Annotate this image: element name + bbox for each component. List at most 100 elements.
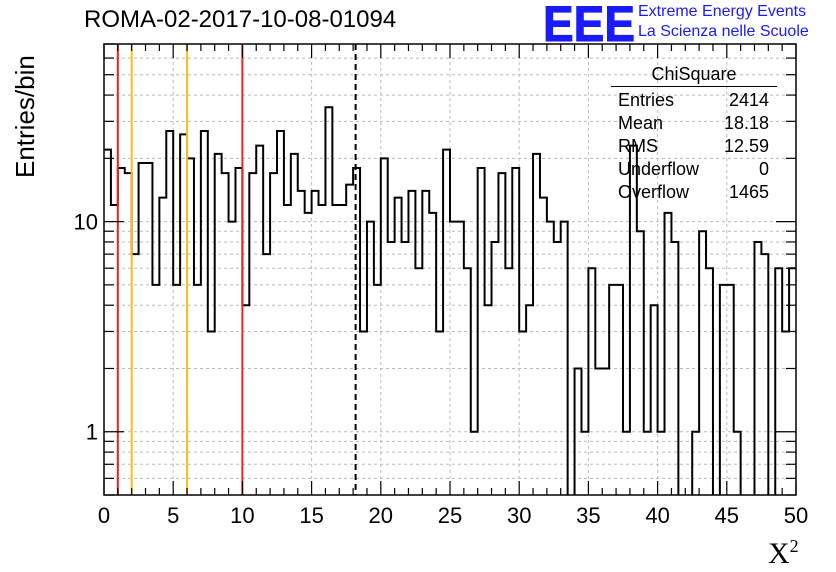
histogram-bin xyxy=(298,191,305,495)
x-tick-label: 40 xyxy=(645,503,669,528)
y-axis-label: Entries/bin xyxy=(10,55,40,178)
histogram-bin xyxy=(734,432,741,495)
histogram-bin xyxy=(415,268,422,495)
stats-row-rms: RMS 12.59 xyxy=(611,135,777,158)
histogram-bin xyxy=(671,242,678,495)
histogram-bin xyxy=(581,432,588,495)
histogram-bin xyxy=(492,242,499,495)
histogram-bin xyxy=(229,222,236,495)
histogram-bin xyxy=(180,134,187,495)
histogram-bin xyxy=(277,131,284,495)
histogram-bin xyxy=(519,331,526,495)
histogram-bin xyxy=(215,154,222,495)
histogram-bin xyxy=(485,305,492,495)
histogram-bin xyxy=(367,222,374,495)
stats-label: Mean xyxy=(618,113,664,133)
plot-title: ROMA-02-2017-10-08-01094 xyxy=(84,6,397,33)
histogram-bin xyxy=(263,254,270,495)
histogram-bin xyxy=(720,285,727,495)
histogram-bin xyxy=(540,198,547,495)
histogram-bin xyxy=(561,222,568,495)
stats-label: Underflow xyxy=(618,159,700,179)
histogram-bin xyxy=(139,163,146,495)
histogram-bin xyxy=(443,150,450,495)
histogram-bin xyxy=(242,305,249,495)
y-tick-label: 1 xyxy=(86,420,98,445)
histogram-bin xyxy=(450,222,457,495)
x-tick-label: 0 xyxy=(98,503,110,528)
stats-row-overflow: Overflow 1465 xyxy=(611,181,777,204)
histogram-bin xyxy=(332,205,339,495)
histogram-bin xyxy=(346,185,353,495)
histogram-bin xyxy=(665,213,672,495)
histogram-bin xyxy=(658,432,665,495)
histogram-bin xyxy=(208,331,215,495)
histogram-bin xyxy=(422,191,429,495)
histogram-bin xyxy=(319,205,326,495)
histogram-bin xyxy=(761,254,768,495)
stats-row-entries: Entries 2414 xyxy=(611,89,777,112)
histogram-bin xyxy=(166,131,173,495)
histogram-bin xyxy=(782,331,789,495)
stats-value: 2414 xyxy=(728,90,769,110)
x-tick-label: 50 xyxy=(784,503,808,528)
histogram-bin xyxy=(512,168,519,495)
stats-label: RMS xyxy=(618,136,658,156)
histogram-bin xyxy=(526,305,533,495)
histogram-bin xyxy=(201,131,208,495)
histogram-bin xyxy=(478,168,485,495)
histogram-bin xyxy=(159,198,166,495)
histogram-bin xyxy=(775,268,782,495)
histogram-bin xyxy=(222,173,229,495)
histogram-bin xyxy=(727,285,734,495)
svg-text:EEE: EEE xyxy=(543,0,635,50)
histogram-bin xyxy=(146,163,153,495)
histogram-bin xyxy=(256,146,263,495)
stats-value: 18.18 xyxy=(723,113,769,133)
histogram-bin xyxy=(651,305,658,495)
histogram-bin xyxy=(436,331,443,495)
stats-row-mean: Mean 18.18 xyxy=(611,112,777,135)
histogram-bin xyxy=(588,268,595,495)
histogram-bin xyxy=(692,432,699,495)
stats-title: ChiSquare xyxy=(611,64,777,87)
histogram-bin xyxy=(471,432,478,495)
x-tick-label: 35 xyxy=(576,503,600,528)
histogram-bin xyxy=(291,154,298,495)
histogram-bin xyxy=(270,173,277,495)
x-tick-label: 5 xyxy=(167,503,179,528)
histogram-bin xyxy=(609,285,616,495)
histogram-bin xyxy=(284,205,291,495)
histogram-bin xyxy=(547,222,554,495)
histogram-bin xyxy=(408,191,415,495)
stats-row-underflow: Underflow 0 xyxy=(611,158,777,181)
histogram-bin xyxy=(498,173,505,495)
x-axis-label: X2 xyxy=(768,536,799,570)
y-tick-label: 10 xyxy=(74,210,98,235)
histogram-bin xyxy=(429,213,436,495)
histogram-bin xyxy=(125,173,132,495)
x-tick-label: 30 xyxy=(507,503,531,528)
eee-logo: EEE xyxy=(543,0,636,50)
histogram-bin xyxy=(388,242,395,495)
histogram-bin xyxy=(637,231,644,495)
histogram-bin xyxy=(457,222,464,495)
histogram-bin xyxy=(464,268,471,495)
histogram-bin xyxy=(249,173,256,495)
histogram-bin xyxy=(325,107,332,495)
histogram-bin xyxy=(623,432,630,495)
x-tick-label: 20 xyxy=(369,503,393,528)
histogram-bin xyxy=(595,368,602,495)
histogram-bin xyxy=(312,191,319,495)
histogram-bin xyxy=(381,158,388,495)
stats-label: Entries xyxy=(618,90,675,110)
x-tick-label: 10 xyxy=(230,503,254,528)
histogram-bin xyxy=(152,285,159,495)
histogram-bin xyxy=(194,285,201,495)
histogram-bin xyxy=(616,285,623,495)
histogram-bin xyxy=(235,168,242,495)
histogram-bin xyxy=(395,198,402,495)
histogram-bin xyxy=(173,285,180,495)
histogram-bin xyxy=(644,432,651,495)
